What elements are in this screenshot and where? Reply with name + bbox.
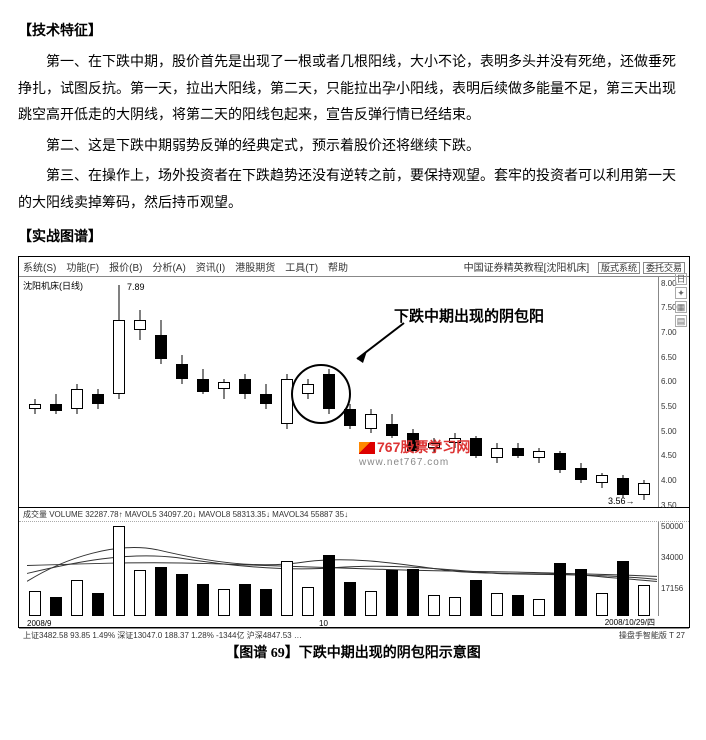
volume-bar (134, 570, 146, 615)
volume-panel: 成交量 VOLUME 32287.78↑ MAVOL5 34097.20↓ MA… (19, 508, 689, 628)
stock-chart-window: 系统(S) 功能(F) 报价(B) 分析(A) 资讯(I) 港股期货工具(T) 帮助 中国证… (18, 256, 690, 628)
combat-chart-heading: 【实战图谱】 (18, 226, 688, 246)
volume-bar (50, 597, 62, 616)
highlight-circle (291, 364, 351, 424)
volume-bar (71, 580, 83, 616)
chart-title-right: 中国证券精英教程[沈阳机床] (464, 263, 590, 274)
status-right: 操盘手智能版 T 27 (619, 630, 685, 641)
volume-bar (596, 593, 608, 616)
toolbar-button[interactable]: 版式系统 (598, 262, 640, 274)
volume-bar (176, 574, 188, 615)
menu-item[interactable]: 分析(A) (152, 263, 185, 274)
volume-bar (92, 593, 104, 616)
volume-bar (491, 593, 503, 616)
watermark: 767股票学习网 www.net767.com (359, 437, 470, 468)
paragraph-1: 第一、在下跌中期，股价首先是出现了一根或者几根阳线，大小不论，表明多头并没有死绝… (18, 50, 688, 130)
annotation-text: 下跌中期出现的阴包阳 (394, 305, 544, 326)
volume-bar (281, 561, 293, 616)
volume-bar (260, 589, 272, 615)
volume-bar (428, 595, 440, 616)
figure-caption: 【图谱 69】下跌中期出现的阴包阳示意图 (18, 642, 688, 662)
menu-item[interactable]: 港股期货 (235, 263, 275, 274)
date-label-left: 2008/9 (27, 619, 51, 628)
volume-bar (638, 585, 650, 615)
volume-bar (449, 597, 461, 616)
logo-icon (359, 442, 375, 454)
tool-icon[interactable]: 日 (675, 273, 687, 285)
menu-item[interactable]: 资讯(I) (196, 263, 225, 274)
volume-bar (239, 584, 251, 616)
tool-icon[interactable]: ✦ (675, 287, 687, 299)
volume-bar (155, 567, 167, 616)
right-toolbar: 日 ✦ ▦ ▤ (675, 273, 687, 329)
annotation-arrow-icon (349, 321, 409, 371)
volume-bar (344, 582, 356, 616)
status-left: 上证3482.58 93.85 1.49% 深证13047.0 188.37 1… (23, 630, 302, 641)
volume-bar (386, 570, 398, 615)
volume-bar (407, 569, 419, 616)
volume-bar (617, 561, 629, 616)
menu-item[interactable]: 功能(F) (66, 263, 99, 274)
volume-bar (197, 584, 209, 616)
tool-icon[interactable]: ▤ (675, 315, 687, 327)
menu-item[interactable]: 工具(T) (285, 263, 318, 274)
price-panel: 沈阳机床(日线) 7.893.56→ 3.504.004.505.005.506… (19, 277, 689, 508)
menu-item[interactable]: 帮助 (328, 263, 348, 274)
volume-bar (113, 526, 125, 615)
volume-y-axis: 171563400050000 (658, 522, 689, 616)
tech-features-heading: 【技术特征】 (18, 20, 688, 40)
volume-bar (323, 555, 335, 615)
volume-bar (512, 595, 524, 616)
volume-bar (29, 591, 41, 615)
low-price-label: 3.56→ (608, 496, 635, 506)
watermark-text: 767股票学习网 (377, 439, 470, 455)
volume-bar (365, 591, 377, 615)
date-label-right: 2008/10/29/四 (605, 617, 655, 628)
volume-bar (554, 563, 566, 616)
menu-item[interactable]: 系统(S) (23, 263, 56, 274)
menu-item[interactable]: 报价(B) (109, 263, 142, 274)
volume-bar (302, 587, 314, 615)
date-label-mid: 10 (319, 619, 328, 628)
volume-bar (575, 569, 587, 616)
volume-bar (218, 589, 230, 615)
menu-bar: 系统(S) 功能(F) 报价(B) 分析(A) 资讯(I) 港股期货工具(T) 帮助 中国证… (19, 257, 689, 277)
volume-bar (470, 580, 482, 616)
status-bar: 上证3482.58 93.85 1.49% 深证13047.0 188.37 1… (19, 628, 689, 642)
volume-header: 成交量 VOLUME 32287.78↑ MAVOL5 34097.20↓ MA… (19, 508, 689, 522)
paragraph-3: 第三、在操作上，场外投资者在下跌趋势还没有逆转之前，要保持观望。套牢的投资者可以… (18, 164, 688, 217)
watermark-url: www.net767.com (359, 457, 470, 468)
paragraph-2: 第二、这是下跌中期弱势反弹的经典定式，预示着股价还将继续下跌。 (18, 134, 688, 161)
volume-bar (533, 599, 545, 616)
high-price-label: 7.89 (127, 282, 145, 292)
tool-icon[interactable]: ▦ (675, 301, 687, 313)
